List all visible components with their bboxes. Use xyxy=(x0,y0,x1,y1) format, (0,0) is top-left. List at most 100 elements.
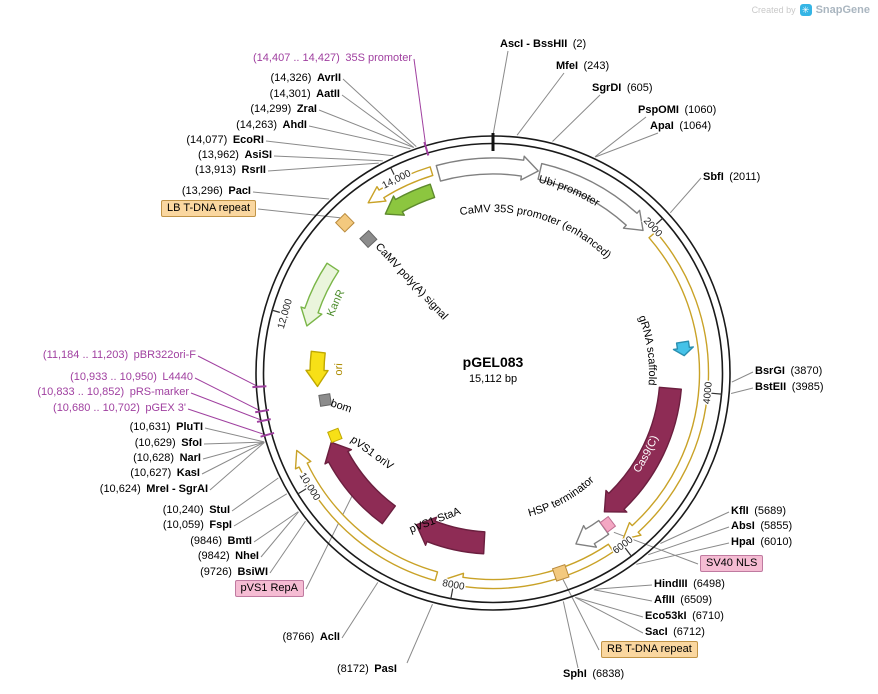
site-name: EcoRI xyxy=(232,134,264,146)
site-position: (13,962) xyxy=(198,149,239,161)
site-name: AflII xyxy=(654,594,675,606)
site-position: (243) xyxy=(583,60,610,72)
leader-eco53ki xyxy=(575,596,644,618)
site-label-pluti: (10,631) PluTI xyxy=(130,421,203,434)
site-name: AhdI xyxy=(282,119,307,131)
site-position: (9726) xyxy=(200,566,232,578)
site-name: SbfI xyxy=(703,171,724,183)
leader-sfoi xyxy=(203,441,265,445)
leader-avrii xyxy=(342,78,417,147)
site-label-eco53ki: Eco53kI (6710) xyxy=(645,610,724,623)
tick-6000 xyxy=(624,547,632,557)
leader-bsrgi xyxy=(731,371,754,383)
site-label-paci: (13,296) PacI xyxy=(182,185,251,198)
leader-hindiii xyxy=(594,584,653,590)
site-position: (2) xyxy=(572,38,587,50)
site-name: KasI xyxy=(176,467,200,479)
primer-tick-prs-marker xyxy=(256,418,271,423)
site-name: ApaI xyxy=(650,120,674,132)
site-position: (14,077) xyxy=(186,134,228,146)
site-name: pVS1 RepA xyxy=(240,582,298,594)
site-position: (13,296) xyxy=(181,185,223,197)
tick-4000 xyxy=(711,392,722,395)
site-position: (8766) xyxy=(282,631,315,643)
site-name: AsiSI xyxy=(244,149,272,161)
site-label-asisi: (13,962) AsiSI xyxy=(198,149,272,162)
leader-asisi xyxy=(273,155,384,162)
feature-kanr xyxy=(300,262,340,327)
plasmid-name: pGEL083 xyxy=(462,354,524,370)
site-name: BsrGI xyxy=(755,365,785,377)
site-position: (605) xyxy=(626,82,653,94)
site-label-aatii: (14,301) AatII xyxy=(270,88,340,101)
site-name: pRS-marker xyxy=(129,386,189,398)
site-position: (13,913) xyxy=(195,164,237,176)
feature-label-rb-t-dna-repeat: RB T-DNA repeat xyxy=(601,641,698,658)
leader-pspomi xyxy=(594,116,647,158)
site-position: (5855) xyxy=(760,520,793,532)
site-name: SphI xyxy=(563,668,587,680)
site-label-absi: AbsI (5855) xyxy=(731,520,792,533)
tick-label-4000: 4000 xyxy=(702,381,715,405)
site-position: (6710) xyxy=(692,610,724,622)
site-name: LB T-DNA repeat xyxy=(167,202,250,214)
site-position: (14,326) xyxy=(270,72,312,84)
leader-asci-bsshii xyxy=(492,50,509,135)
site-position: (14,301) xyxy=(269,88,311,100)
site-name: KflI xyxy=(731,505,749,517)
site-label-pspomi: PspOMI (1060) xyxy=(638,104,716,117)
feature-pvs1-oriv xyxy=(327,427,343,444)
site-position: (6838) xyxy=(592,668,625,680)
leader-pluti xyxy=(204,427,265,443)
brand-name: SnapGene xyxy=(815,4,870,16)
site-position: (6010) xyxy=(760,536,793,548)
site-name: SacI xyxy=(645,626,668,638)
site-label-sphi: SphI (6838) xyxy=(563,668,624,681)
feature-gold-arc-1 xyxy=(622,231,710,540)
site-label-pasi: (8172) PasI xyxy=(337,663,397,676)
site-label-ecori: (14,077) EcoRI xyxy=(186,134,264,147)
site-label-fspi: (10,059) FspI xyxy=(163,519,232,532)
site-label-nari: (10,628) NarI xyxy=(133,452,201,465)
site-position: (9846) xyxy=(190,535,223,547)
site-label-bmti: (9846) BmtI xyxy=(190,535,252,548)
feature-rb-t-dna-repeat xyxy=(551,563,570,582)
primer-tick-l4440 xyxy=(255,408,270,414)
site-name: StuI xyxy=(209,504,230,516)
site-position: (10,628) xyxy=(133,452,175,464)
feature-gold-arc-4 xyxy=(367,166,434,204)
feature-grna-scaffold xyxy=(672,340,695,357)
site-name: NheI xyxy=(235,550,259,562)
leader-sgrdi xyxy=(552,94,601,142)
site-position: (1060) xyxy=(684,104,717,116)
feature-label-lb-t-dna-repeat: LB T-DNA repeat xyxy=(161,200,256,217)
site-position: (3985) xyxy=(791,381,824,393)
site-position: (10,627) xyxy=(130,467,172,479)
site-position: (10,833 .. 10,852) xyxy=(37,386,125,398)
leader-bsiwi xyxy=(269,520,306,574)
site-label-sgrdi: SgrDI (605) xyxy=(592,82,653,95)
site-label-prs-marker: (10,833 .. 10,852) pRS-marker xyxy=(37,386,189,399)
feature-hsp-terminator xyxy=(575,519,610,548)
leader-sphi xyxy=(562,601,579,669)
leader-fspi xyxy=(233,493,288,527)
site-position: (2011) xyxy=(729,171,761,183)
site-name: BstEII xyxy=(755,381,787,393)
site-name: FspI xyxy=(209,519,232,531)
site-name: HpaI xyxy=(731,536,755,548)
site-name: PspOMI xyxy=(638,104,679,116)
site-name: HindIII xyxy=(654,578,688,590)
site-position: (10,240) xyxy=(162,504,204,516)
feature-camv-polya-signal xyxy=(359,229,378,249)
leader-pasi xyxy=(406,604,433,664)
site-label-l4440: (10,933 .. 10,950) L4440 xyxy=(70,371,193,384)
site-name: NarI xyxy=(179,452,201,464)
site-label-pgex-3: (10,680 .. 10,702) pGEX 3' xyxy=(53,402,186,415)
site-name: BsiWI xyxy=(237,566,268,578)
feature-pvs1-staa xyxy=(415,516,486,555)
leader-ecori xyxy=(265,140,394,157)
leader-mrei-sgrai xyxy=(209,442,265,491)
site-label-bsrgi: BsrGI (3870) xyxy=(755,365,822,378)
